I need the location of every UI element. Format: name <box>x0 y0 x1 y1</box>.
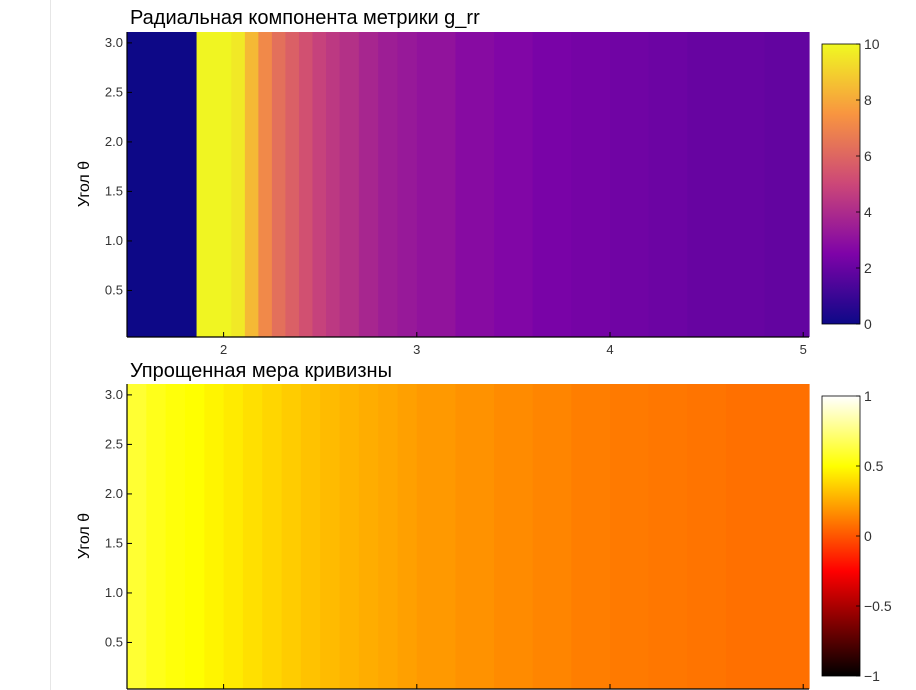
heatmap-cell <box>397 32 418 337</box>
y-ticks-bottom: 0.5 1.0 1.5 2.0 2.5 3.0 <box>105 387 132 649</box>
colorbar-ticks-top: 0 2 4 6 8 10 <box>856 36 880 332</box>
colorbar-tick-label: 0 <box>864 528 872 544</box>
heatmap-cell <box>764 32 810 337</box>
heatmap-cell <box>244 32 259 337</box>
colorbar-top <box>821 43 861 325</box>
heatmap-cell <box>358 384 379 689</box>
heatmap-cell <box>532 32 572 337</box>
colorbar-tick-label: −1 <box>864 668 880 684</box>
heatmap-cell <box>320 384 341 689</box>
heatmap-cell <box>455 384 495 689</box>
colorbar-tick-label: 0 <box>864 316 872 332</box>
panel-bottom: Упрощенная мера кривизны 0.5 1.0 1.5 2.0 2.5… <box>76 360 892 690</box>
heatmap-cell <box>358 32 379 337</box>
x-tick-label: 2 <box>220 342 227 357</box>
heatmap-cell <box>725 384 766 689</box>
left-divider-line <box>50 0 51 690</box>
heatmap-cell <box>231 32 246 337</box>
colorbar-tick-label: 10 <box>864 36 880 52</box>
heatmap-cell <box>184 384 205 689</box>
heatmap-cell <box>687 32 727 337</box>
x-tick-label: 4 <box>606 342 613 357</box>
heatmap-cell <box>648 384 688 689</box>
heatmap-cell <box>532 384 572 689</box>
colorbar-tick-label: 6 <box>864 148 872 164</box>
heatmap-cell <box>204 384 225 689</box>
y-tick-label: 2.5 <box>105 436 123 451</box>
heatmap-cell <box>494 32 534 337</box>
y-tick-label: 0.5 <box>105 634 123 649</box>
heatmap-cell <box>416 384 457 689</box>
y-tick-label: 1.0 <box>105 585 123 600</box>
heatmap-cell <box>196 32 232 337</box>
y-tick-label: 3.0 <box>105 387 123 402</box>
chart-title-bottom: Упрощенная мера кривизны <box>130 360 392 382</box>
colorbar-tick-label: 0.5 <box>864 458 884 474</box>
heatmap-cell <box>312 32 327 337</box>
heatmap-cell <box>127 384 147 689</box>
heatmap-cell <box>610 32 650 337</box>
y-axis-label-bottom: Угол θ <box>76 513 93 559</box>
heatmap-cell <box>281 384 302 689</box>
heatmap-cell <box>416 32 457 337</box>
heatmap-cell <box>325 32 341 337</box>
x-tick-label: 5 <box>800 342 807 357</box>
colorbar-tick-label: 1 <box>864 388 872 404</box>
colorbar-bottom <box>821 395 861 677</box>
heatmap-cell <box>610 384 650 689</box>
heatmap-cell <box>648 32 688 337</box>
colorbar-tick-label: 4 <box>864 204 872 220</box>
y-tick-label: 1.5 <box>105 535 123 550</box>
colorbar-tick-label: −0.5 <box>864 598 892 614</box>
y-tick-label: 1.0 <box>105 233 123 248</box>
y-tick-label: 2.0 <box>105 134 123 149</box>
heatmap-cell <box>725 32 766 337</box>
y-tick-label: 1.5 <box>105 183 123 198</box>
y-axis-label-top: Угол θ <box>76 161 93 207</box>
heatmap-cell <box>258 32 273 337</box>
heatmap-cell <box>300 384 321 689</box>
colorbar-tick-label: 8 <box>864 92 872 108</box>
heatmap-cell <box>242 384 263 689</box>
y-tick-label: 2.0 <box>105 486 123 501</box>
heatmap-cell <box>571 32 611 337</box>
heatmap-cell <box>687 384 727 689</box>
heatmap-cell <box>262 384 283 689</box>
heatmap-cells-top <box>127 32 810 337</box>
heatmap-cell <box>298 32 314 337</box>
heatmap-cell <box>271 32 287 337</box>
y-tick-label: 0.5 <box>105 282 123 297</box>
heatmap-cell <box>378 32 399 337</box>
heatmap-cell <box>571 384 611 689</box>
x-ticks-bottom <box>223 684 804 689</box>
heatmap-cell <box>223 384 244 689</box>
heatmap-cell <box>165 384 186 689</box>
heatmap-cell <box>378 384 399 689</box>
heatmap-cell <box>285 32 300 337</box>
heatmap-cell <box>397 384 418 689</box>
colorbar-ticks-bottom: −1 −0.5 0 0.5 1 <box>856 388 892 684</box>
heatmap-cell <box>339 384 360 689</box>
heatmap-cell <box>494 384 534 689</box>
heatmap-cell <box>127 32 198 337</box>
y-ticks-top: 0.5 1.0 1.5 2.0 2.5 3.0 <box>105 35 132 297</box>
heatmap-cell <box>455 32 495 337</box>
heatmap-cell <box>146 384 167 689</box>
panel-top: Радиальная компонента метрики g_rr 0.5 1.… <box>76 7 880 357</box>
heatmap-cell <box>339 32 360 337</box>
chart-title-top: Радиальная компонента метрики g_rr <box>130 7 480 29</box>
x-tick-label: 3 <box>413 342 420 357</box>
y-tick-label: 2.5 <box>105 84 123 99</box>
colorbar-tick-label: 2 <box>864 260 872 276</box>
x-ticks-top: 2 3 4 5 <box>220 332 807 357</box>
heatmap-cells-bottom <box>127 384 810 689</box>
heatmap-cell <box>764 384 810 689</box>
y-tick-label: 3.0 <box>105 35 123 50</box>
